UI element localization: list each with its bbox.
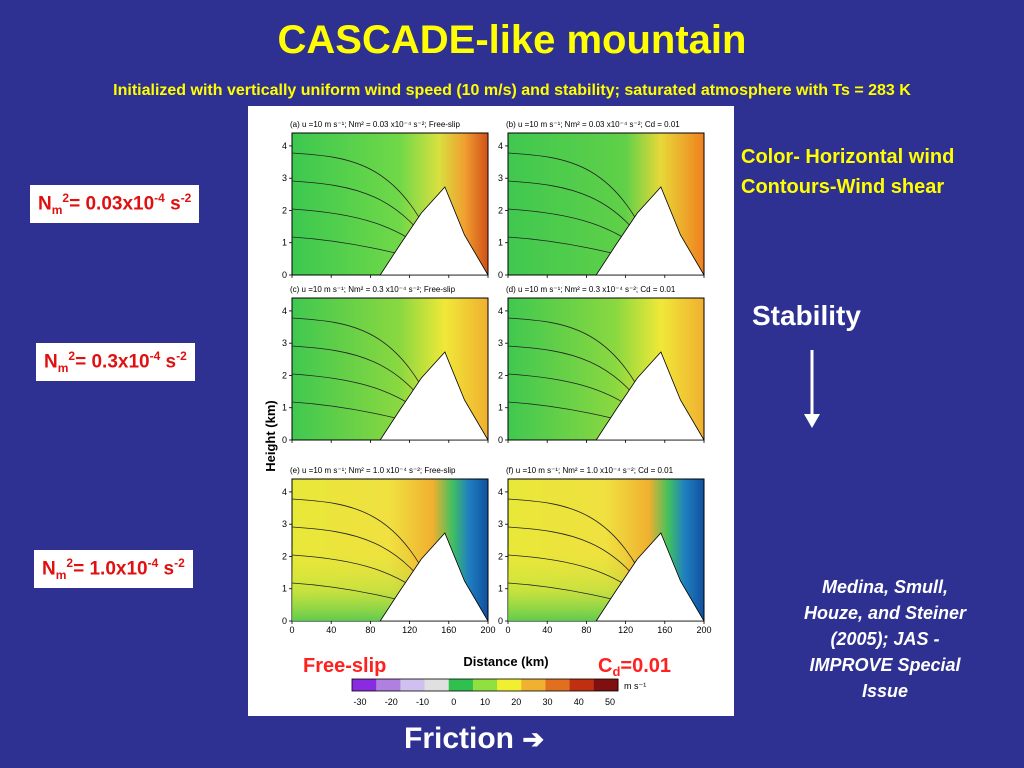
colorbar-tick-label: 0 [451,697,456,707]
x-tick-label: 120 [618,625,633,635]
colorbar-tick-label: 50 [605,697,615,707]
colorbar-tick-label: 20 [511,697,521,707]
colorbar-swatch [593,679,619,691]
citation-line: (2005); JAS - [830,629,940,649]
y-tick-label: 4 [282,141,287,151]
y-tick-label: 2 [282,551,287,561]
cd-label: Cd=0.01 [598,655,671,679]
contour-panel [289,297,489,443]
colorbar-swatch [545,679,571,691]
legend-color-line: Color- Horizontal wind [741,146,955,168]
slide-title: CASCADE-like mountain [277,18,747,62]
y-tick-label: 1 [498,403,503,413]
contour-panel [289,132,489,278]
free-slip-label: Free-slip [303,655,386,677]
y-tick-label: 0 [498,270,503,280]
stability-label-mid: Nm2= 0.3x10-4 s-2 [36,343,195,382]
x-tick-label: 160 [657,625,672,635]
colorbar-frame [351,678,619,692]
y-tick-label: 4 [282,306,287,316]
y-tick-label: 3 [282,338,287,348]
x-axis-label: Distance (km) [463,654,548,669]
y-axis-label: Height (km) [263,400,278,472]
y-tick-label: 1 [282,403,287,413]
colorbar-tick-label: 10 [480,697,490,707]
y-tick-label: 2 [498,205,503,215]
panel-caption: (d) u =10 m s⁻¹; Nm² = 0.3 x10⁻⁴ s⁻²; Cd… [506,285,676,294]
colorbar-swatch [424,679,450,691]
x-tick-label: 0 [505,625,510,635]
x-tick-label: 160 [441,625,456,635]
x-tick-label: 80 [581,625,591,635]
colorbar-tick-label: 40 [574,697,584,707]
legend-contour-line: Contours-Wind shear [741,176,945,198]
y-tick-label: 1 [282,238,287,248]
citation-line: Issue [861,681,909,701]
colorbar-swatch [472,679,498,691]
colorbar-tick-label: -20 [385,697,398,707]
x-tick-label: 200 [696,625,711,635]
y-tick-label: 0 [498,435,503,445]
stability-label-high: Nm2= 1.0x10-4 s-2 [34,550,193,589]
y-tick-label: 1 [498,584,503,594]
colorbar-swatch [448,679,474,691]
colorbar-tick-label: 30 [542,697,552,707]
y-tick-label: 3 [498,338,503,348]
panel-caption: (a) u =10 m s⁻¹; Nm² = 0.03 x10⁻⁴ s⁻²; F… [290,120,460,129]
color-legend-note: Color- Horizontal wind Contours-Wind she… [741,142,954,202]
panel-caption: (b) u =10 m s⁻¹; Nm² = 0.03 x10⁻⁴ s⁻²; C… [506,120,680,129]
contour-panel [289,478,489,624]
colorbar-swatch [376,679,401,691]
arrow-right-icon: ➔ [522,724,545,754]
model-figure-svg: (a) u =10 m s⁻¹; Nm² = 0.03 x10⁻⁴ s⁻²; F… [263,120,712,707]
y-tick-label: 1 [282,584,287,594]
y-tick-label: 4 [282,487,287,497]
contour-panel [505,297,705,443]
y-tick-label: 4 [498,306,503,316]
slide-subtitle: Initialized with vertically uniform wind… [113,82,911,99]
citation-line: IMPROVE Special [809,655,961,675]
colorbar-swatch [497,679,522,691]
colorbar-swatch [400,679,426,691]
x-tick-label: 120 [402,625,417,635]
x-tick-label: 40 [326,625,336,635]
x-tick-label: 0 [289,625,294,635]
colorbar-swatch [352,679,377,691]
panel-caption: (e) u =10 m s⁻¹; Nm² = 1.0 x10⁻⁴ s⁻²; Fr… [290,466,456,475]
y-tick-label: 3 [498,173,503,183]
y-tick-label: 1 [498,238,503,248]
colorbar-unit: m s⁻¹ [624,681,646,691]
y-tick-label: 2 [498,370,503,380]
panel-caption: (c) u =10 m s⁻¹; Nm² = 0.3 x10⁻⁴ s⁻²; Fr… [290,285,456,294]
citation-line: Medina, Smull, [821,577,949,597]
y-tick-label: 4 [498,141,503,151]
y-tick-label: 0 [282,616,287,626]
contour-panel [505,132,705,278]
y-tick-label: 2 [498,551,503,561]
stability-heading: Stability [752,300,861,331]
x-tick-label: 200 [480,625,495,635]
y-tick-label: 0 [498,616,503,626]
x-tick-label: 40 [542,625,552,635]
model-figure: (a) u =10 m s⁻¹; Nm² = 0.03 x10⁻⁴ s⁻²; F… [248,106,734,716]
colorbar-tick-label: -30 [353,697,366,707]
colorbar-swatch [569,679,595,691]
citation: Medina, Smull, Houze, and Steiner (2005)… [770,574,1000,704]
y-tick-label: 2 [282,370,287,380]
y-tick-label: 3 [498,519,503,529]
panel-caption: (f) u =10 m s⁻¹; Nm² = 1.0 x10⁻⁴ s⁻²; Cd… [506,466,674,475]
stability-label-low: Nm2= 0.03x10-4 s-2 [30,185,200,224]
y-tick-label: 4 [498,487,503,497]
contour-panel [505,478,705,624]
y-tick-label: 2 [282,205,287,215]
y-tick-label: 0 [282,270,287,280]
y-tick-label: 3 [282,519,287,529]
citation-line: Houze, and Steiner [803,603,967,623]
x-tick-label: 80 [365,625,375,635]
colorbar-tick-label: -10 [416,697,429,707]
colorbar-swatch [521,679,546,691]
arrow-down-icon [804,350,820,428]
y-tick-label: 0 [282,435,287,445]
y-tick-label: 3 [282,173,287,183]
